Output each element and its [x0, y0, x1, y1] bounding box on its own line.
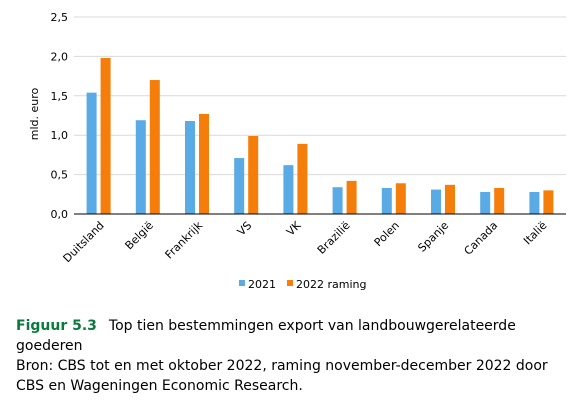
bar-2021	[480, 191, 491, 214]
bar-2022-raming	[248, 135, 259, 214]
x-axis-labels: Duitsland België Frankrijk VS VK Brazilië Pole…	[61, 218, 550, 265]
figure-number: Figuur 5.3	[16, 318, 97, 334]
bar-2021	[86, 92, 97, 214]
x-category-label: Polen	[372, 219, 402, 249]
figure-source: Bron: CBS tot en met oktober 2022, ramin…	[16, 358, 548, 394]
y-tick-label: 2,0	[51, 50, 69, 63]
bar-2022-raming	[149, 80, 160, 214]
x-category-label: Frankrijk	[163, 218, 206, 261]
y-tick-label: 1,5	[51, 90, 69, 103]
bar-2021	[135, 120, 146, 214]
bars	[86, 57, 554, 215]
bar-2021	[283, 165, 294, 214]
bar-2021	[529, 191, 540, 214]
x-category-label: VS	[235, 219, 254, 238]
figure-caption: Figuur 5.3 Top tien bestemmingen export v…	[16, 316, 572, 396]
y-tick-label: 0,5	[51, 169, 69, 182]
legend-swatch-2022-raming	[287, 280, 293, 286]
bar-2022-raming	[100, 57, 111, 215]
bar-2022-raming	[395, 183, 406, 214]
y-tick-label: 0,0	[51, 208, 69, 221]
bar-2021	[234, 158, 245, 214]
bar-2022-raming	[199, 113, 209, 214]
x-category-label: België	[123, 219, 157, 253]
bar-2022-raming	[297, 143, 308, 214]
bar-2022-raming	[543, 190, 554, 214]
x-category-label: Italië	[521, 219, 550, 248]
legend-label-2022-raming: 2022 raming	[296, 278, 366, 291]
caption-title-line: Figuur 5.3 Top tien bestemmingen export v…	[16, 316, 572, 356]
y-tick-label: 2,5	[51, 11, 69, 24]
y-axis-ticks: 0,0 0,5 1,0 1,5 2,0 2,5	[51, 11, 69, 221]
x-category-label: Spanje	[415, 219, 451, 255]
x-category-label: Brazilië	[315, 219, 353, 257]
bar-2021	[381, 187, 392, 214]
x-category-label: VK	[284, 218, 304, 238]
legend-swatch-2021	[239, 280, 245, 286]
bar-chart: 0,0 0,5 1,0 1,5 2,0 2,5 Duitsland België Frankr…	[28, 11, 566, 291]
legend-label-2021: 2021	[248, 278, 276, 291]
y-tick-label: 1,0	[51, 129, 69, 142]
figure-title: Top tien bestemmingen export van landbou…	[16, 318, 516, 354]
x-category-label: Duitsland	[61, 219, 107, 265]
x-category-label: Canada	[462, 219, 501, 258]
bar-2022-raming	[445, 184, 455, 214]
bar-2021	[185, 121, 195, 214]
bar-2021	[431, 189, 441, 214]
gridlines	[74, 16, 566, 176]
bar-2021	[332, 187, 343, 214]
bar-2022-raming	[494, 187, 505, 214]
bar-2022-raming	[346, 180, 357, 214]
y-axis-label: mld. euro	[28, 87, 41, 140]
legend: 2021 2022 raming	[239, 278, 366, 291]
